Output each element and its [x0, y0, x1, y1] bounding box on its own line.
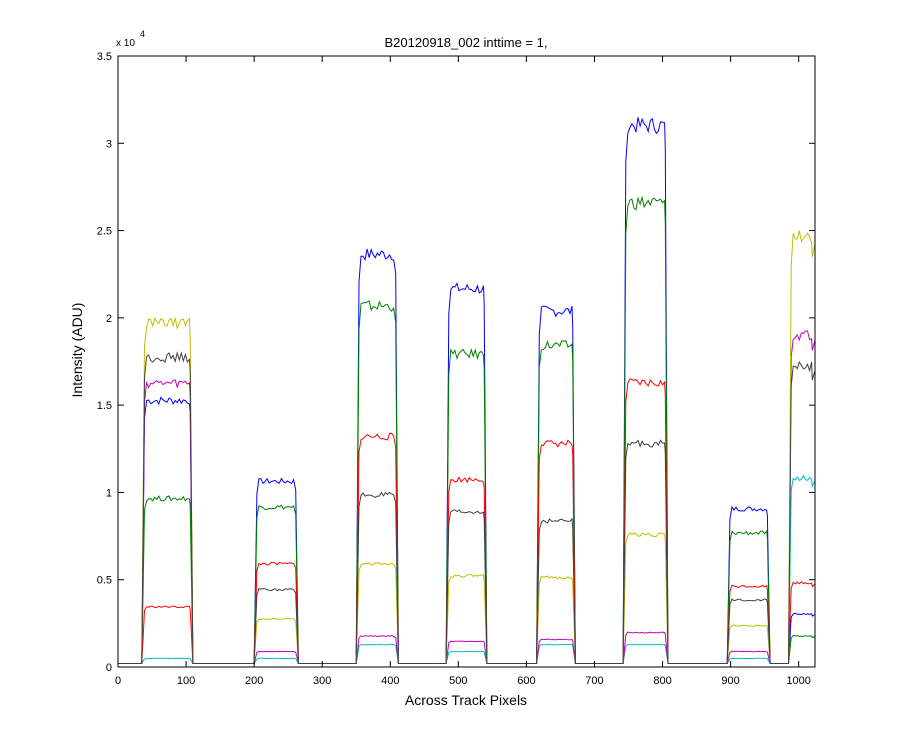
- y-tick-label: 3.5: [97, 51, 112, 63]
- y-tick-label: 2: [106, 313, 112, 325]
- series-line-5: [118, 330, 816, 664]
- y-axis-label: Intensity (ADU): [69, 303, 85, 398]
- series-line-3: [118, 378, 816, 664]
- y-tick-label: 1: [106, 487, 112, 499]
- x-tick-label: 0: [115, 675, 121, 687]
- series-line-1: [118, 117, 816, 664]
- y-tick-label: 3: [106, 138, 112, 150]
- series-line-6: [118, 230, 816, 664]
- x-tick-label: 1000: [786, 675, 810, 687]
- x-tick-label: 500: [449, 675, 467, 687]
- series-line-7: [118, 350, 816, 664]
- series-layer: [118, 117, 816, 664]
- chart-title: B20120918_002 inttime = 1,: [385, 35, 548, 50]
- series-line-2: [118, 195, 816, 664]
- x-tick-label: 900: [721, 675, 739, 687]
- x-tick-label: 700: [585, 675, 603, 687]
- y-tick-label: 2.5: [97, 226, 112, 238]
- plot-background: [118, 56, 815, 667]
- x-tick-label: 100: [177, 675, 195, 687]
- x-tick-label: 800: [653, 675, 671, 687]
- x-tick-label: 400: [381, 675, 399, 687]
- y-tick-label: 1.5: [97, 400, 112, 412]
- x-tick-label: 300: [313, 675, 331, 687]
- x-tick-label: 200: [245, 675, 263, 687]
- y-tick-label: 0: [106, 662, 112, 674]
- tick-layer: 0 100 200 300 400 500 600 700 800 900 1000 0 0.5 1 1.5…: [97, 51, 815, 687]
- y-tick-label: 0.5: [97, 575, 112, 587]
- plot-frame: [117, 55, 816, 668]
- series-line-4: [118, 474, 816, 664]
- y-exponent-power: 4: [140, 29, 145, 39]
- x-axis-label: Across Track Pixels: [405, 692, 527, 708]
- x-tick-label: 600: [517, 675, 535, 687]
- y-exponent-label: x 10: [116, 38, 135, 49]
